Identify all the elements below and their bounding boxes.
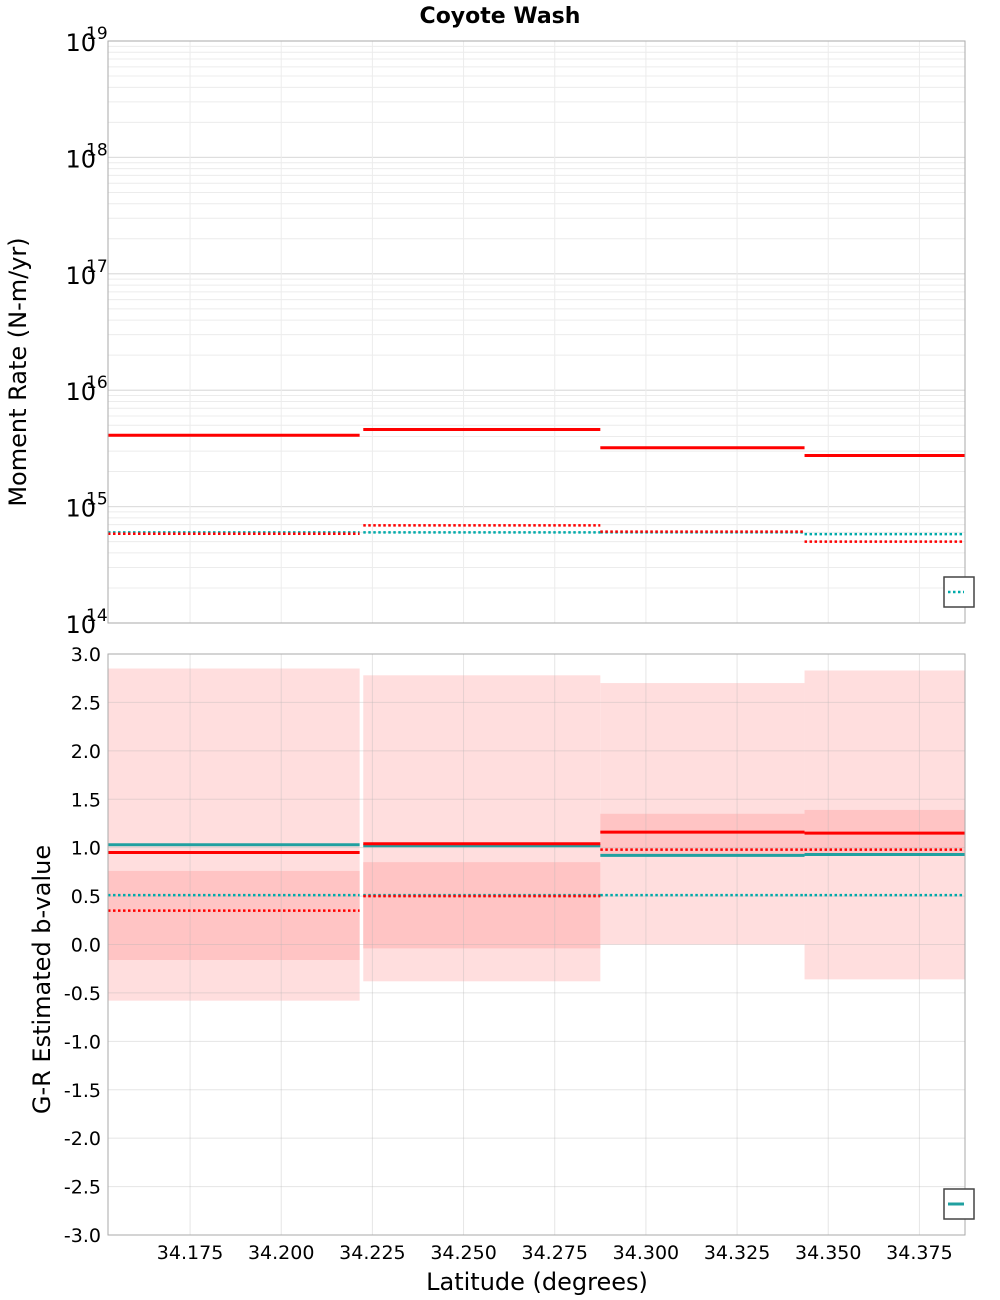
y-tick-label: 1.0 [71, 838, 101, 860]
y-tick-label: -1.5 [64, 1080, 101, 1102]
moment-rate-legend [943, 576, 975, 608]
x-tick-label: 34.300 [613, 1242, 679, 1264]
x-tick-label: 34.375 [886, 1242, 952, 1264]
chart-title: Coyote Wash [420, 4, 581, 29]
x-tick-label: 34.325 [704, 1242, 770, 1264]
b-value-grid [108, 653, 965, 1236]
x-tick-label: 34.200 [248, 1242, 314, 1264]
y-tick-label: 1.5 [71, 789, 101, 811]
y-tick-exponent: 19 [86, 24, 108, 44]
confidence-band [363, 862, 601, 949]
x-tick-label: 34.250 [430, 1242, 496, 1264]
y-tick-label: 3.0 [71, 644, 101, 666]
y-tick-exponent: 14 [86, 606, 108, 626]
y-tick-label: 10 [65, 495, 96, 523]
y-tick-label: 10 [65, 29, 96, 57]
y-tick-exponent: 16 [86, 373, 108, 393]
moment-rate-grid [108, 40, 965, 624]
y-tick-label: -2.0 [64, 1128, 101, 1150]
b-value-y-axis-label: G-R Estimated b-value [28, 845, 56, 1114]
y-tick-exponent: 18 [86, 140, 108, 160]
b-value-plot-frame [107, 653, 966, 1236]
y-tick-label: -1.0 [64, 1031, 101, 1053]
moment-rate-plot-frame [107, 40, 966, 624]
b-value-plot: 3.0 2.5 2.0 1.5 1.0 0.5 0.0 -0.5 -1.0 -1.5 -2.0 -2.… [28, 644, 975, 1296]
confidence-band [600, 813, 805, 855]
b-value-confidence-bands [108, 668, 965, 1001]
y-tick-label: 10 [65, 611, 96, 639]
latitude-x-tick-labels: 34.175 34.200 34.225 34.250 34.275 34.300 34.3… [157, 1242, 953, 1264]
y-tick-exponent: 17 [86, 257, 108, 277]
x-tick-label: 34.275 [521, 1242, 587, 1264]
y-tick-label: 2.5 [71, 692, 101, 714]
y-tick-label: 0.0 [71, 935, 101, 957]
b-value-y-tick-labels: 3.0 2.5 2.0 1.5 1.0 0.5 0.0 -0.5 -1.0 -1.5 -2.0 -2.… [64, 644, 101, 1247]
x-tick-label: 34.225 [339, 1242, 405, 1264]
moment-rate-y-axis-label: Moment Rate (N-m/yr) [4, 237, 32, 506]
confidence-band [108, 870, 360, 960]
y-tick-label: -2.5 [64, 1177, 101, 1199]
y-tick-label: 0.5 [71, 886, 101, 908]
x-tick-label: 34.350 [795, 1242, 861, 1264]
x-tick-label: 34.175 [157, 1242, 223, 1264]
y-tick-exponent: 15 [86, 490, 108, 510]
y-tick-label: 10 [65, 378, 96, 406]
b-value-series [108, 830, 965, 912]
moment-rate-series [108, 427, 965, 543]
b-value-legend [943, 1188, 975, 1220]
y-tick-label: 2.0 [71, 741, 101, 763]
y-tick-label: 10 [65, 145, 96, 173]
y-tick-label: 10 [65, 262, 96, 290]
y-tick-label: -0.5 [64, 983, 101, 1005]
x-axis-label: Latitude (degrees) [426, 1268, 648, 1296]
y-tick-label: -3.0 [64, 1225, 101, 1247]
